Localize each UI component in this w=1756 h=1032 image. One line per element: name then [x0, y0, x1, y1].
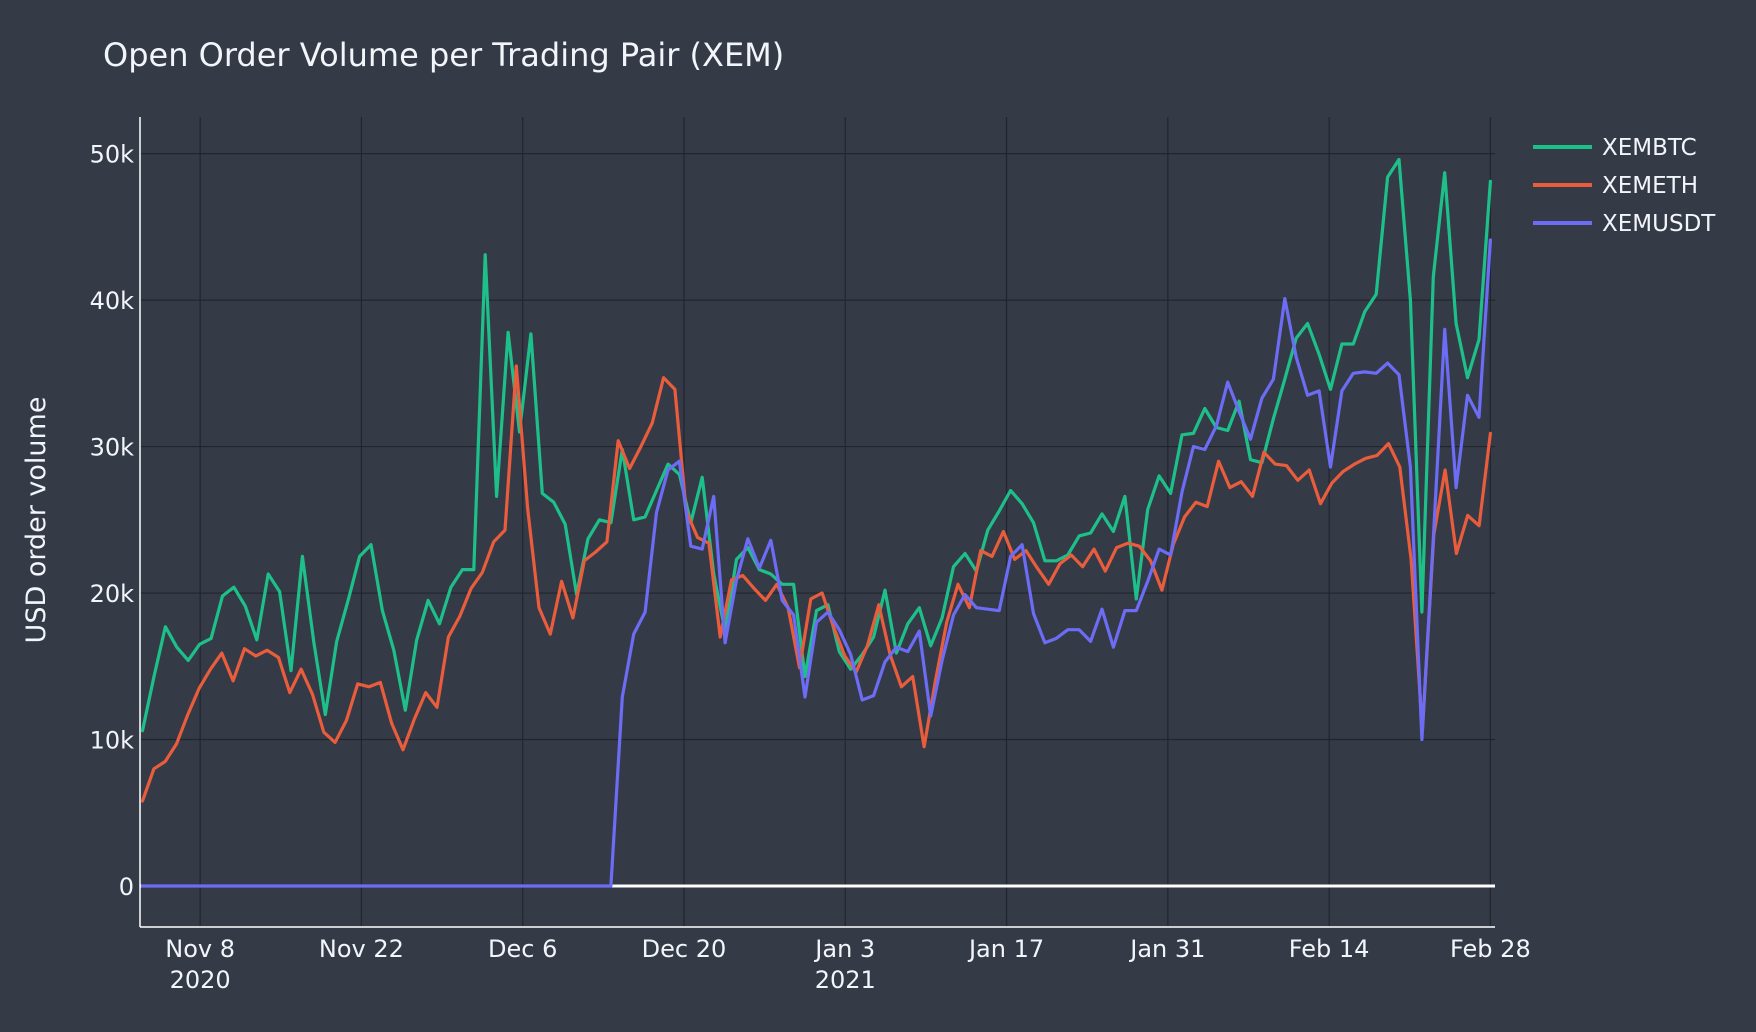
series-lines	[140, 157, 1493, 888]
y-tick-label: 10k	[90, 727, 135, 755]
x-tick-label: Jan 3	[813, 935, 875, 963]
legend[interactable]: XEMBTC XEMETH XEMUSDT	[1533, 135, 1716, 237]
x-tick-label: Jan 17	[967, 935, 1044, 963]
legend-label: XEMBTC	[1602, 135, 1697, 161]
y-tick-label: 40k	[90, 287, 135, 315]
x-tick-label: Dec 6	[488, 935, 557, 963]
x-tick-label: Dec 20	[642, 935, 727, 963]
y-tick-label: 20k	[90, 580, 135, 608]
x-tick-label: Feb 14	[1289, 935, 1370, 963]
x-tick-labels: Nov 8 2020 Nov 22 Dec 6 Dec 20 Jan 3 2021 Jan 1…	[165, 935, 1530, 994]
legend-item-xemeth[interactable]: XEMETH	[1533, 173, 1698, 199]
gridlines	[140, 117, 1495, 927]
x-tick-year-label: 2021	[815, 966, 876, 994]
y-tick-label: 30k	[90, 434, 135, 462]
x-tick-label: Nov 22	[319, 935, 404, 963]
axes	[139, 117, 1495, 928]
y-tick-label: 0	[119, 873, 134, 901]
series-line-xemeth[interactable]	[140, 364, 1493, 803]
x-tick-year-label: 2020	[170, 966, 231, 994]
legend-item-xembtc[interactable]: XEMBTC	[1533, 135, 1697, 161]
y-tick-labels: 0 10k 20k 30k 40k 50k	[90, 141, 135, 901]
series-line-xembtc[interactable]	[140, 157, 1493, 733]
y-axis-title: USD order volume	[21, 397, 52, 644]
legend-label: XEMETH	[1602, 173, 1698, 199]
x-tick-label: Nov 8	[165, 935, 235, 963]
series-line-xemusdt[interactable]	[140, 238, 1493, 888]
chart-title: Open Order Volume per Trading Pair (XEM)	[103, 36, 784, 74]
x-tick-label: Jan 31	[1128, 935, 1205, 963]
legend-item-xemusdt[interactable]: XEMUSDT	[1533, 211, 1716, 237]
x-tick-label: Feb 28	[1450, 935, 1531, 963]
legend-label: XEMUSDT	[1602, 211, 1716, 237]
y-tick-label: 50k	[90, 141, 135, 169]
